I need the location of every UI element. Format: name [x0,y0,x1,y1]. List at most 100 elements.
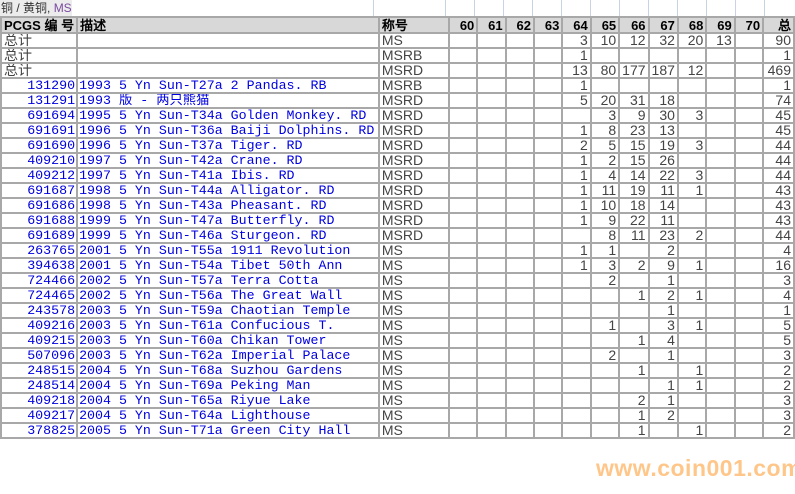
description-link[interactable]: 2003 5 Yn Sun-T60a Chikan Tower [76,332,380,349]
pcgs-number-link[interactable]: 378825 [0,422,79,439]
grade-count-cell [733,62,765,79]
pcgs-number-link[interactable]: 409216 [0,317,79,334]
pcgs-number-link[interactable]: 131291 [0,92,79,109]
table-row: 总计 MSRD 13 80 177 187 12 469 [0,62,795,79]
grade-count-cell [733,302,765,319]
pcgs-number-link[interactable]: 691689 [0,227,79,244]
description-link[interactable]: 1996 5 Yn Sun-T37a Tiger. RD [76,137,380,154]
pcgs-number-link[interactable]: 691687 [0,182,79,199]
grade-count-cell [504,392,535,409]
header-grade: 67 [647,16,679,34]
designation-cell: MSRD [377,227,450,244]
grade-count-cell [476,167,507,184]
grade-count-cell [447,332,479,349]
pcgs-number-link[interactable]: 507096 [0,347,79,364]
pcgs-number-link[interactable]: 409210 [0,152,79,169]
description-link[interactable]: 2005 5 Yn Sun-T71a Green City Hall [76,422,380,439]
grade-count-cell: 9 [618,107,650,124]
grade-count-cell: 20 [589,92,621,109]
description-cell [76,47,380,64]
pcgs-number-link[interactable]: 248515 [0,362,79,379]
pcgs-number-link[interactable]: 243578 [0,302,79,319]
total-cell: 1 [762,302,795,319]
grade-count-cell [476,272,507,289]
grade-count-cell [532,377,564,394]
pcgs-number-link[interactable]: 724465 [0,287,79,304]
description-link[interactable]: 1999 5 Yn Sun-T46a Sturgeon. RD [76,227,380,244]
grade-count-cell: 1 [589,317,621,334]
grade-count-cell [476,152,507,169]
description-link[interactable]: 1998 5 Yn Sun-T43a Pheasant. RD [76,197,380,214]
description-link[interactable]: 2004 5 Yn Sun-T64a Lighthouse [76,407,380,424]
grade-count-cell [532,107,564,124]
grade-count-cell: 26 [647,152,679,169]
description-link[interactable]: 2004 5 Yn Sun-T65a Riyue Lake [76,392,380,409]
grade-count-cell [589,287,621,304]
grade-count-cell: 2 [647,287,679,304]
description-link[interactable]: 2001 5 Yn Sun-T55a 1911 Revolution [76,242,380,259]
pcgs-number-link[interactable]: 691690 [0,137,79,154]
description-link[interactable]: 2003 5 Yn Sun-T61a Confucious T. [76,317,380,334]
description-link[interactable]: 2004 5 Yn Sun-T68a Suzhou Gardens [76,362,380,379]
pcgs-number-link[interactable]: 691694 [0,107,79,124]
pcgs-number-link[interactable]: 131290 [0,77,79,94]
pcgs-number-link[interactable]: 691691 [0,122,79,139]
description-link[interactable]: 1993 5 Yn Sun-T27a 2 Pandas. RB [76,77,380,94]
description-link[interactable]: 1998 5 Yn Sun-T44a Alligator. RD [76,182,380,199]
pcgs-number-link[interactable]: 409212 [0,167,79,184]
designation-cell: MS [377,257,450,274]
grade-count-cell: 1 [676,362,708,379]
grade-count-cell: 13 [647,122,679,139]
header-grade: 62 [504,16,535,34]
description-link[interactable]: 1997 5 Yn Sun-T42a Crane. RD [76,152,380,169]
description-link[interactable]: 1993 版 - 两只熊猫 [76,92,380,109]
grade-count-cell: 30 [647,107,679,124]
pcgs-number-link[interactable]: 263765 [0,242,79,259]
grade-count-cell [561,362,592,379]
grade-count-cell: 2 [618,392,650,409]
pcgs-number-link[interactable]: 409217 [0,407,79,424]
description-link[interactable]: 2002 5 Yn Sun-T56a The Great Wall [76,287,380,304]
description-link[interactable]: 2004 5 Yn Sun-T69a Peking Man [76,377,380,394]
description-link[interactable]: 2001 5 Yn Sun-T54a Tibet 50th Ann [76,257,380,274]
designation-cell: MSRD [377,167,450,184]
grade-count-cell [705,287,736,304]
total-label: 总计 [0,62,79,79]
description-link[interactable]: 1995 5 Yn Sun-T34a Golden Monkey. RD [76,107,380,124]
table-row: 248514 2004 5 Yn Sun-T69a Peking Man MS 1 1 2 [0,377,795,394]
grade-count-cell [733,227,765,244]
grade-count-cell [476,197,507,214]
pcgs-number-link[interactable]: 691686 [0,197,79,214]
description-link[interactable]: 1996 5 Yn Sun-T36a Baiji Dolphins. RD [76,122,380,139]
table-row: 409210 1997 5 Yn Sun-T42a Crane. RD MSRD 1 2… [0,152,795,169]
grade-count-cell [476,62,507,79]
designation-cell: MS [377,242,450,259]
grade-count-cell [476,332,507,349]
grade-count-cell [476,407,507,424]
grade-count-cell [589,407,621,424]
grade-count-cell: 80 [589,62,621,79]
grade-count-cell [532,137,564,154]
description-link[interactable]: 1999 5 Yn Sun-T47a Butterfly. RD [76,212,380,229]
grade-count-cell: 8 [589,227,621,244]
pcgs-number-link[interactable]: 394638 [0,257,79,274]
grade-count-cell [447,317,479,334]
grade-count-cell: 2 [618,257,650,274]
pcgs-number-link[interactable]: 724466 [0,272,79,289]
pcgs-number-link[interactable]: 409218 [0,392,79,409]
grade-count-cell: 4 [589,167,621,184]
grade-count-cell [532,77,564,94]
pcgs-number-link[interactable]: 691688 [0,212,79,229]
description-link[interactable]: 1997 5 Yn Sun-T41a Ibis. RD [76,167,380,184]
grade-count-cell [447,302,479,319]
description-link[interactable]: 2002 5 Yn Sun-T57a Terra Cotta [76,272,380,289]
grade-count-cell [733,107,765,124]
description-link[interactable]: 2003 5 Yn Sun-T59a Chaotian Temple [76,302,380,319]
designation-cell: MS [377,287,450,304]
designation-cell: MS [377,347,450,364]
pcgs-number-link[interactable]: 248514 [0,377,79,394]
grade-count-cell [447,377,479,394]
pcgs-number-link[interactable]: 409215 [0,332,79,349]
description-link[interactable]: 2003 5 Yn Sun-T62a Imperial Palace [76,347,380,364]
grade-count-cell: 1 [561,257,592,274]
